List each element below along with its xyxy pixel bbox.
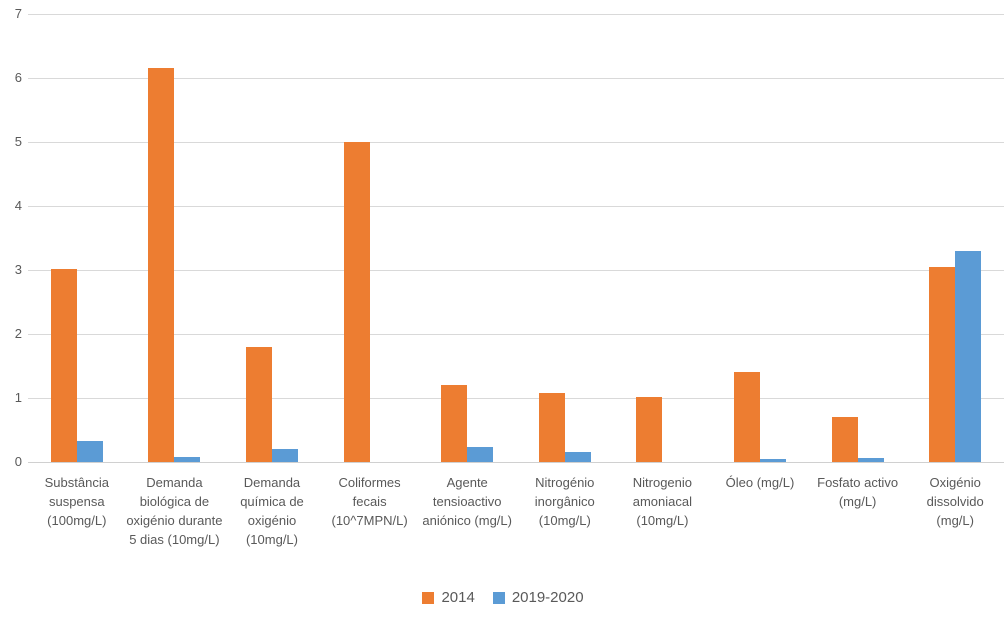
bar-group-0	[28, 14, 126, 462]
bar-2019-2020-2	[271, 449, 298, 462]
y-tick-label-3: 3	[14, 262, 22, 277]
legend-item-2019-2020: 2019-2020	[492, 589, 584, 607]
gridline-y-0	[28, 462, 1004, 463]
bar-2019-2020-5	[564, 452, 591, 462]
gridline-y-5	[28, 142, 1004, 143]
legend-item-2014: 2014	[422, 589, 475, 607]
category-label-4: Agente tensioactivo aniónico (mg/L)	[422, 475, 512, 528]
bar-2014-5	[538, 393, 565, 462]
bar-2014-4	[441, 385, 468, 462]
bar-group-9	[906, 14, 1004, 462]
bar-2014-1	[148, 68, 175, 462]
legend-label-2014: 2014	[441, 589, 475, 606]
gridline-y-7	[28, 14, 1004, 15]
gridline-y-4	[28, 206, 1004, 207]
category-label-0: Substância suspensa (100mg/L)	[44, 475, 109, 528]
legend-swatch-2019-2020	[492, 592, 505, 604]
bar-group-7	[711, 14, 809, 462]
category-label-3: Coliformes fecais (10^7MPN/L)	[331, 475, 408, 528]
bar-2014-0	[50, 269, 77, 462]
y-tick-label-6: 6	[14, 70, 22, 85]
y-tick-label-4: 4	[14, 198, 22, 213]
gridline-y-6	[28, 78, 1004, 79]
bar-group-2	[223, 14, 321, 462]
bar-2019-2020-4	[467, 447, 494, 462]
y-tick-label-2: 2	[14, 326, 22, 341]
bar-2014-6	[636, 397, 663, 462]
bar-2014-2	[245, 347, 272, 462]
bar-group-1	[126, 14, 224, 462]
gridline-y-2	[28, 334, 1004, 335]
bar-group-5	[516, 14, 614, 462]
legend: 2014 2019-2020	[0, 589, 1006, 607]
bar-group-4	[418, 14, 516, 462]
category-label-8: Fosfato activo (mg/L)	[817, 475, 899, 509]
plot-area	[28, 14, 1004, 463]
y-tick-label-1: 1	[14, 390, 22, 405]
bar-group-3	[321, 14, 419, 462]
gridline-y-1	[28, 398, 1004, 399]
category-label-5: Nitrogénio inorgânico (10mg/L)	[534, 475, 595, 528]
category-label-9: Oxigénio dissolvido (mg/L)	[926, 475, 984, 528]
category-label-1: Demanda biológica de oxigénio durante 5 …	[126, 475, 223, 547]
y-tick-label-7: 7	[14, 6, 22, 21]
category-label-2: Demanda química de oxigénio (10mg/L)	[240, 475, 304, 547]
bar-2019-2020-0	[76, 441, 103, 462]
bar-2019-2020-9	[955, 251, 982, 462]
category-label-7: Óleo (mg/L)	[725, 475, 795, 490]
bar-2014-8	[831, 417, 858, 462]
bar-group-6	[614, 14, 712, 462]
legend-label-2019-2020: 2019-2020	[511, 589, 584, 606]
y-tick-label-5: 5	[14, 134, 22, 149]
gridline-y-3	[28, 270, 1004, 271]
category-label-6: Nitrogenio amoniacal (10mg/L)	[632, 475, 693, 528]
bar-2014-7	[733, 372, 760, 462]
y-tick-label-0: 0	[14, 454, 22, 469]
bar-2014-9	[929, 267, 956, 462]
bar-group-8	[809, 14, 907, 462]
bar-2014-3	[343, 142, 370, 462]
legend-swatch-2014	[422, 592, 435, 604]
